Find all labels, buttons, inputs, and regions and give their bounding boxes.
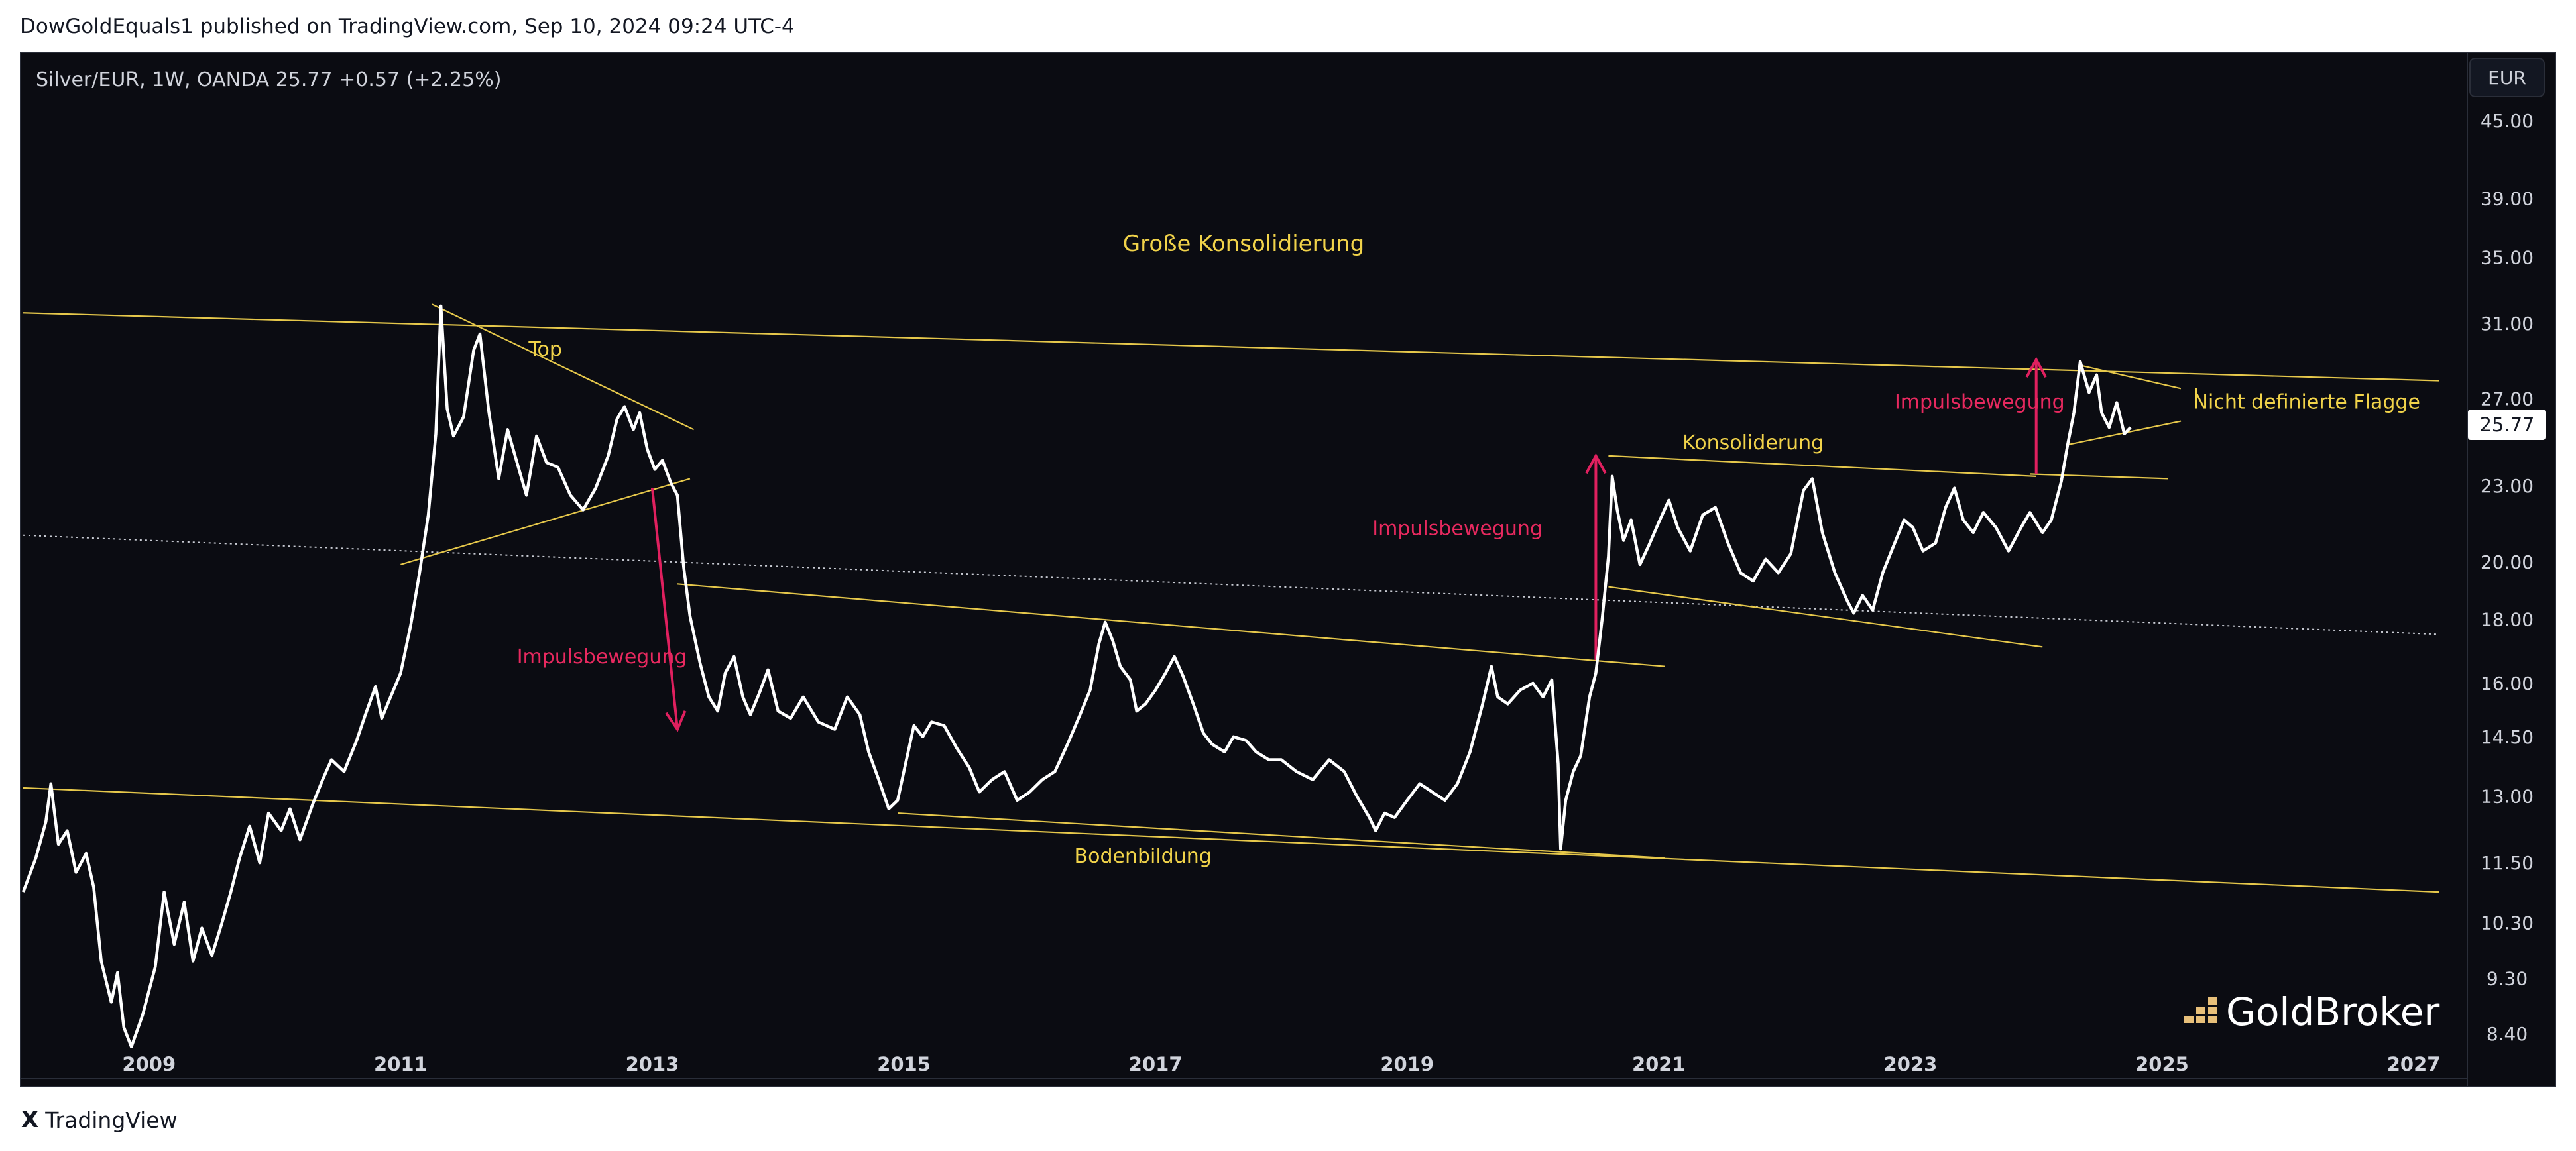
y-tick-9: 14.50 bbox=[2481, 726, 2534, 748]
trendline-5 bbox=[677, 583, 1665, 667]
x-tick-4: 2017 bbox=[1129, 1053, 1183, 1075]
price-line-0 bbox=[21, 304, 2132, 1049]
arrow-shaft-0 bbox=[650, 488, 679, 730]
x-tick-0: 2009 bbox=[122, 1053, 176, 1075]
watermark-text: GoldBroker bbox=[2226, 989, 2439, 1034]
price-label-box: 25.77 bbox=[2468, 410, 2546, 440]
chart-panel[interactable]: Große Konsolidierung Top Impulsbewegung Bod… bbox=[20, 52, 2556, 1087]
y-tick-3: 31.00 bbox=[2481, 313, 2534, 335]
y-tick-0: 45.00 bbox=[2481, 110, 2534, 132]
impulse-arrow-1 bbox=[1585, 453, 1607, 660]
y-tick-10: 13.00 bbox=[2481, 785, 2534, 807]
annotation-1: Top bbox=[528, 338, 562, 361]
annotation-6: Impulsbewegung bbox=[1895, 391, 2065, 414]
goldbroker-watermark: GoldBroker bbox=[2184, 989, 2439, 1034]
x-tick-6: 2021 bbox=[1632, 1053, 1686, 1075]
x-tick-5: 2019 bbox=[1380, 1053, 1434, 1075]
currency-label: EUR bbox=[2488, 67, 2526, 89]
annotations: Große Konsolidierung Top Impulsbewegung Bod… bbox=[517, 231, 2420, 868]
x-tick-1: 2011 bbox=[374, 1053, 428, 1075]
impulse-arrow-2 bbox=[2025, 356, 2047, 474]
trendline-0 bbox=[23, 312, 2439, 382]
y-tick-11: 11.50 bbox=[2481, 852, 2534, 874]
price-chart[interactable]: Große Konsolidierung Top Impulsbewegung Bod… bbox=[21, 53, 2555, 1086]
annotation-0: Große Konsolidierung bbox=[1123, 231, 1365, 257]
annotation-7: Nicht definierte Flagge bbox=[2194, 391, 2420, 414]
arrow-head-1 bbox=[1585, 453, 1607, 474]
trendline-6 bbox=[898, 812, 1665, 859]
y-tick-5: 23.00 bbox=[2481, 475, 2534, 497]
y-tick-13: 9.30 bbox=[2487, 967, 2528, 989]
annotation-2: Impulsbewegung bbox=[517, 645, 687, 669]
x-tick-3: 2015 bbox=[877, 1053, 931, 1075]
currency-button[interactable]: EUR bbox=[2469, 58, 2545, 97]
annotation-8: I bbox=[2193, 384, 2199, 408]
publisher-info: DowGoldEquals1 published on TradingView.… bbox=[20, 15, 795, 38]
y-tick-6: 20.00 bbox=[2481, 551, 2534, 573]
price-series bbox=[21, 304, 2132, 1049]
symbol-info: Silver/EUR, 1W, OANDA 25.77 +0.57 (+2.25… bbox=[36, 68, 501, 91]
x-tick-9: 2027 bbox=[2387, 1053, 2441, 1075]
footer-brand: 𝗫 TradingView bbox=[21, 1107, 178, 1133]
annotation-3: Bodenbildung bbox=[1075, 845, 1212, 868]
x-tick-2: 2013 bbox=[626, 1053, 679, 1075]
y-tick-7: 18.00 bbox=[2481, 608, 2534, 630]
trendline-7 bbox=[1608, 455, 2036, 477]
arrow-head-0 bbox=[665, 710, 687, 732]
last-price-label: 25.77 bbox=[2479, 413, 2534, 436]
gold-bars-icon bbox=[2184, 997, 2217, 1023]
y-tick-14: 8.40 bbox=[2487, 1023, 2528, 1045]
trendline-10 bbox=[2079, 364, 2182, 390]
x-tick-8: 2025 bbox=[2135, 1053, 2189, 1075]
trendline-3 bbox=[432, 303, 695, 431]
footer-brand-name: TradingView bbox=[45, 1107, 178, 1133]
y-tick-1: 39.00 bbox=[2481, 188, 2534, 209]
trendline-8 bbox=[1608, 586, 2043, 648]
y-tick-8: 16.00 bbox=[2481, 673, 2534, 694]
annotation-4: Impulsbewegung bbox=[1372, 518, 1543, 541]
impulse-arrows bbox=[650, 356, 2047, 732]
axes: 2009 2011 2013 2015 2017 2019 2021 2023 2025 2027… bbox=[21, 53, 2534, 1086]
arrow-head-2 bbox=[2025, 356, 2047, 378]
tradingview-logo-icon: 𝗫 bbox=[21, 1107, 39, 1133]
trendline-1 bbox=[23, 787, 2439, 893]
trendline-4 bbox=[400, 478, 691, 565]
annotation-5: Konsoliderung bbox=[1682, 431, 1824, 455]
x-tick-7: 2023 bbox=[1884, 1053, 1938, 1075]
trendline-9 bbox=[2030, 473, 2169, 480]
y-tick-12: 10.30 bbox=[2481, 912, 2534, 934]
y-tick-2: 35.00 bbox=[2481, 247, 2534, 268]
trendline-2 bbox=[23, 534, 2439, 635]
y-tick-4: 27.00 bbox=[2481, 388, 2534, 410]
impulse-arrow-0 bbox=[650, 488, 687, 732]
